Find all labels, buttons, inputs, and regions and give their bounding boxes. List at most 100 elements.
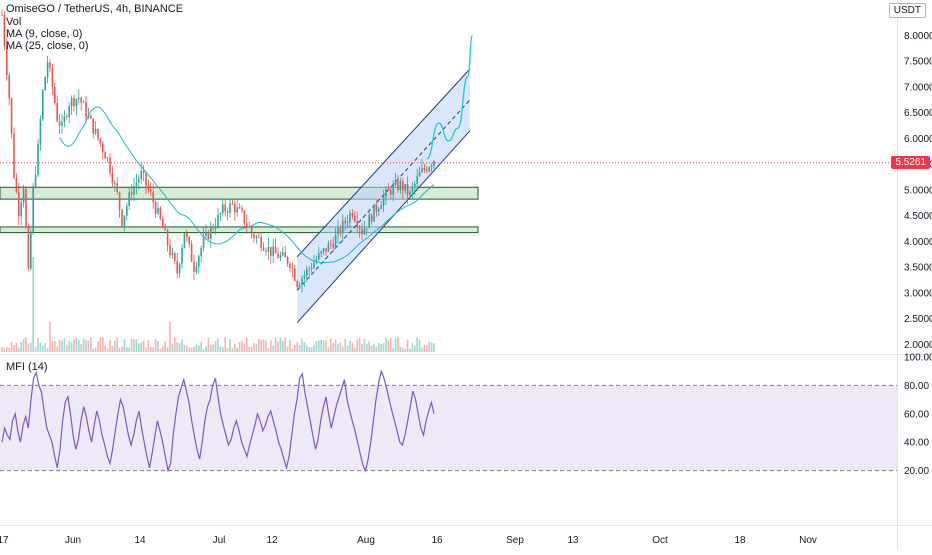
candle-body — [392, 185, 394, 195]
candle-body — [231, 203, 234, 205]
volume-bar — [370, 345, 373, 352]
volume-bar — [126, 347, 128, 352]
candle-body — [27, 227, 30, 269]
volume-bar — [106, 348, 109, 352]
volume-bar — [188, 347, 190, 352]
volume-bar — [181, 339, 183, 352]
volume-bar — [303, 342, 306, 352]
candle-body — [274, 246, 277, 254]
volume-bar — [123, 339, 126, 352]
candle-body — [219, 213, 222, 215]
candle-body — [418, 172, 421, 177]
volume-bar — [207, 337, 210, 352]
volume-bar — [114, 341, 116, 352]
volume-bar — [80, 344, 82, 352]
volume-bar — [354, 347, 356, 352]
candle-body — [253, 234, 255, 239]
volume-bar — [411, 343, 414, 352]
volume-bar — [118, 347, 121, 352]
candle-body — [32, 186, 34, 232]
volume-bar — [339, 342, 342, 352]
volume-bar — [368, 341, 370, 352]
volume-bar — [361, 344, 363, 352]
candle-body — [58, 121, 61, 126]
candle-body — [80, 97, 82, 103]
candle-body — [22, 188, 25, 203]
candle-body — [378, 208, 380, 212]
volume-bar — [140, 342, 142, 352]
volume-bar — [44, 343, 46, 352]
candle-body — [368, 214, 370, 229]
time-tick-label: 16 — [431, 535, 443, 546]
price-tick-label: 3.0000 — [904, 288, 932, 299]
volume-bar — [282, 340, 284, 352]
candle-body — [34, 174, 37, 187]
volume-bar — [298, 344, 301, 352]
volume-bar — [195, 344, 198, 352]
candle-body — [6, 45, 8, 76]
volume-bar — [150, 347, 152, 352]
volume-bar — [366, 343, 368, 352]
candle-body — [409, 191, 411, 195]
support-zone — [0, 226, 479, 234]
volume-bar — [186, 345, 188, 352]
volume-bar — [212, 344, 214, 352]
volume-bar — [202, 348, 205, 352]
ma-line — [59, 106, 435, 264]
volume-bar — [308, 347, 310, 352]
volume-bar — [130, 338, 133, 352]
volume-bar — [310, 347, 313, 352]
price-tick-label: 4.5000 — [904, 211, 932, 222]
volume-bar — [142, 340, 145, 352]
candle-body — [416, 176, 418, 184]
candle-body — [39, 119, 42, 144]
currency-badge[interactable]: USDT — [888, 3, 926, 18]
candle-body — [277, 253, 279, 258]
volume-bar — [404, 348, 406, 352]
time-tick-label: Sep — [506, 535, 524, 546]
candle-body — [152, 191, 154, 203]
volume-bar — [99, 337, 102, 352]
candle-body — [118, 192, 121, 210]
volume-bar — [217, 338, 219, 352]
volume-bar — [82, 338, 85, 352]
volume-bar — [286, 346, 289, 352]
volume-bar — [433, 343, 435, 352]
volume-bar — [234, 343, 236, 352]
candle-body — [195, 266, 198, 272]
candle-body — [188, 236, 190, 244]
ma9-legend: MA (9, close, 0) — [6, 28, 83, 40]
volume-bar — [248, 346, 250, 352]
volume-bar — [8, 347, 10, 352]
volume-bar — [73, 339, 75, 352]
volume-bar — [145, 347, 147, 352]
volume-bar — [25, 337, 27, 352]
volume-bar — [291, 348, 294, 352]
candle-body — [109, 157, 111, 174]
candle-body — [10, 98, 13, 134]
volume-bar — [169, 322, 171, 352]
mfi-tick-label: 20.00 — [904, 466, 929, 477]
volume-bar — [190, 347, 193, 352]
time-tick-label: Aug — [357, 535, 375, 546]
candle-body — [289, 263, 291, 268]
candle-body — [342, 220, 344, 234]
candle-body — [207, 231, 210, 239]
volume-bar — [399, 346, 402, 352]
volume-bar — [94, 347, 97, 352]
price-tick-label: 6.5000 — [904, 108, 932, 119]
volume-bar — [356, 339, 358, 352]
volume-bar — [22, 338, 25, 352]
candle-body — [406, 184, 409, 195]
volume-bar — [210, 344, 212, 352]
candle-body — [166, 230, 169, 246]
volume-bar — [18, 348, 20, 352]
volume-bar — [423, 345, 426, 352]
candle-body — [200, 247, 202, 257]
candle-body — [291, 267, 294, 269]
volume-bar — [154, 339, 157, 352]
candle-body — [308, 268, 310, 270]
price-tick-label: 2.5000 — [904, 314, 932, 325]
